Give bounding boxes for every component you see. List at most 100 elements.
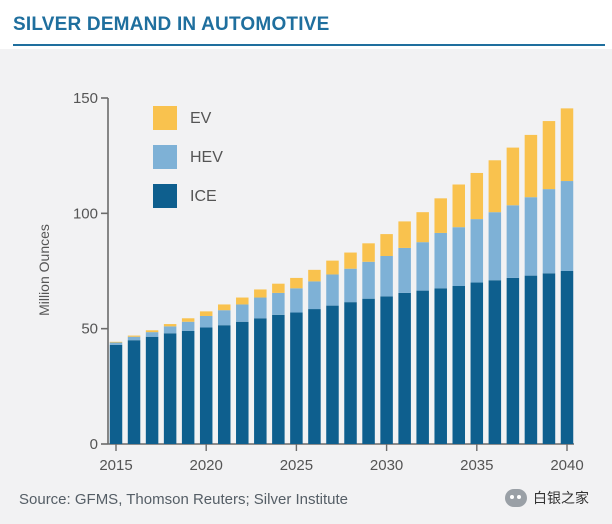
bar-ev-2036 xyxy=(488,160,502,213)
bar-hev-2035 xyxy=(470,219,484,283)
x-tick-label: 2040 xyxy=(550,457,583,474)
bar-hev-2026 xyxy=(308,281,321,310)
bar-ice-2035 xyxy=(470,282,484,444)
chart-title: SILVER DEMAND IN AUTOMOTIVE xyxy=(13,14,330,35)
bar-ice-2029 xyxy=(362,298,375,444)
bar-ev-2028 xyxy=(344,252,357,269)
bar-ev-2023 xyxy=(254,289,267,298)
bar-ev-2015 xyxy=(109,341,123,343)
bar-ice-2039 xyxy=(542,273,556,444)
bar-ice-2038 xyxy=(524,275,538,444)
x-tick-label: 2035 xyxy=(460,457,493,474)
bar-hev-2038 xyxy=(524,197,538,276)
watermark-text: 白银之家 xyxy=(533,490,589,506)
source-note: Source: GFMS, Thomson Reuters; Silver In… xyxy=(19,491,349,508)
bar-ice-2040 xyxy=(560,271,574,444)
bar-hev-2030 xyxy=(380,256,393,297)
bar-ice-2028 xyxy=(344,302,357,444)
bar-ev-2029 xyxy=(362,243,375,262)
wechat-icon xyxy=(505,489,527,507)
bar-ice-2018 xyxy=(163,333,177,444)
bar-hev-2032 xyxy=(416,242,429,291)
bar-ev-2034 xyxy=(452,184,466,228)
bar-ev-2018 xyxy=(163,324,177,327)
bar-ice-2023 xyxy=(254,318,267,444)
bar-ev-2040 xyxy=(560,108,574,182)
legend-label-ev: EV xyxy=(190,110,212,127)
bar-ice-2024 xyxy=(272,314,285,444)
bar-hev-2022 xyxy=(236,304,249,322)
bar-hev-2040 xyxy=(560,181,574,271)
x-tick-label: 2020 xyxy=(190,457,223,474)
bar-ice-2034 xyxy=(452,285,466,444)
legend-label-hev: HEV xyxy=(190,149,223,166)
bar-hev-2028 xyxy=(344,268,357,303)
x-tick-label: 2025 xyxy=(280,457,313,474)
bar-hev-2017 xyxy=(145,332,159,337)
bar-hev-2037 xyxy=(506,205,520,278)
header: SILVER DEMAND IN AUTOMOTIVE xyxy=(0,0,612,46)
legend-swatch-hev xyxy=(153,145,177,169)
x-tick-label: 2015 xyxy=(99,457,132,474)
legend-swatch-ice xyxy=(153,184,177,208)
bar-hev-2016 xyxy=(127,336,141,341)
bar-hev-2031 xyxy=(398,247,411,293)
y-axis-label: Million Ounces xyxy=(36,224,52,316)
bar-ev-2020 xyxy=(199,311,213,316)
bar-ev-2026 xyxy=(308,269,321,282)
bar-hev-2027 xyxy=(326,274,339,306)
bar-ev-2033 xyxy=(434,198,447,233)
bar-ice-2016 xyxy=(127,340,141,444)
bar-ice-2027 xyxy=(326,305,339,444)
y-tick-label: 0 xyxy=(90,436,98,453)
bar-hev-2033 xyxy=(434,232,447,289)
bar-ice-2032 xyxy=(416,290,429,444)
bar-hev-2029 xyxy=(362,261,375,299)
bar-ice-2021 xyxy=(217,325,231,444)
watermark: 白银之家 xyxy=(505,488,589,508)
bar-ev-2016 xyxy=(127,335,141,337)
bar-ev-2025 xyxy=(290,277,303,289)
bar-ev-2022 xyxy=(236,297,249,305)
bar-ev-2032 xyxy=(416,212,429,243)
bar-hev-2019 xyxy=(181,321,195,331)
bar-ice-2019 xyxy=(181,330,195,444)
legend-label-ice: ICE xyxy=(190,188,217,205)
bar-hev-2036 xyxy=(488,212,502,281)
bar-hev-2020 xyxy=(199,315,213,328)
bar-ice-2022 xyxy=(236,321,249,444)
bar-ice-2020 xyxy=(199,327,213,444)
y-tick-label: 100 xyxy=(73,205,98,222)
bar-ice-2026 xyxy=(308,309,321,444)
bar-ice-2030 xyxy=(380,296,393,444)
bar-ev-2030 xyxy=(380,234,393,257)
bar-hev-2025 xyxy=(290,288,303,313)
bar-hev-2024 xyxy=(272,292,285,315)
y-tick-label: 50 xyxy=(81,321,98,338)
bar-hev-2023 xyxy=(254,297,267,319)
bar-ice-2015 xyxy=(109,344,123,444)
bar-ice-2025 xyxy=(290,312,303,444)
bar-hev-2015 xyxy=(109,342,123,345)
bar-ice-2017 xyxy=(145,336,159,444)
bar-hev-2021 xyxy=(217,310,231,326)
y-tick-label: 150 xyxy=(73,90,98,107)
x-tick-label: 2030 xyxy=(370,457,403,474)
legend-swatch-ev xyxy=(153,106,177,130)
bar-ice-2031 xyxy=(398,292,411,444)
bar-ev-2039 xyxy=(542,121,556,190)
bar-ice-2036 xyxy=(488,280,502,444)
bar-ev-2035 xyxy=(470,172,484,220)
bar-ev-2038 xyxy=(524,134,538,198)
bar-ev-2024 xyxy=(272,283,285,293)
bar-ev-2037 xyxy=(506,147,520,206)
bar-hev-2039 xyxy=(542,189,556,274)
bar-ice-2033 xyxy=(434,288,447,444)
bar-ev-2017 xyxy=(145,330,159,333)
bar-hev-2018 xyxy=(163,326,177,334)
bar-hev-2034 xyxy=(452,227,466,286)
bar-ev-2031 xyxy=(398,221,411,248)
title-underline xyxy=(13,44,605,46)
bar-ev-2027 xyxy=(326,260,339,275)
